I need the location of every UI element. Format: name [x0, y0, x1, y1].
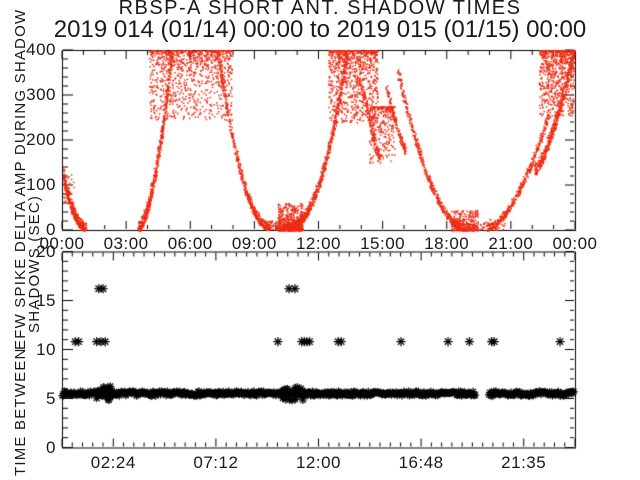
top-x-tick-label: 21:00 [488, 234, 534, 253]
top-x-tick-label: 00:00 [39, 234, 85, 253]
bottom-y-tick-label: 10 [36, 339, 56, 359]
top-y-tick-label: 100 [26, 175, 56, 194]
bottom-x-tick-label: 12:00 [295, 453, 342, 472]
top-x-tick-label: 09:00 [231, 234, 277, 253]
top-x-tick-label: 15:00 [360, 234, 406, 253]
top-y-tick-label: 200 [26, 130, 56, 149]
top-x-tick-label: 18:00 [424, 234, 470, 253]
top-y-tick-label: 0 [46, 220, 56, 239]
bottom-x-tick-label: 07:12 [193, 453, 239, 472]
top-x-tick-label: 12:00 [295, 234, 342, 253]
top-y-tick-label: 300 [26, 85, 56, 104]
bottom-y-tick-label: 0 [46, 437, 56, 457]
bottom-x-tick-label: 21:35 [501, 453, 547, 472]
bottom-x-tick-label: 02:24 [90, 453, 136, 472]
top-y-tick-label: 400 [26, 40, 56, 59]
top-x-tick-label: 00:00 [552, 234, 598, 253]
bottom-y-tick-label: 5 [46, 388, 56, 408]
bottom-y-tick-label: 20 [36, 241, 56, 261]
top-x-tick-label: 06:00 [167, 234, 213, 253]
bottom-y-tick-label: 15 [36, 290, 56, 310]
bottom-x-tick-label: 16:48 [398, 453, 444, 472]
top-x-tick-label: 03:00 [103, 234, 149, 253]
